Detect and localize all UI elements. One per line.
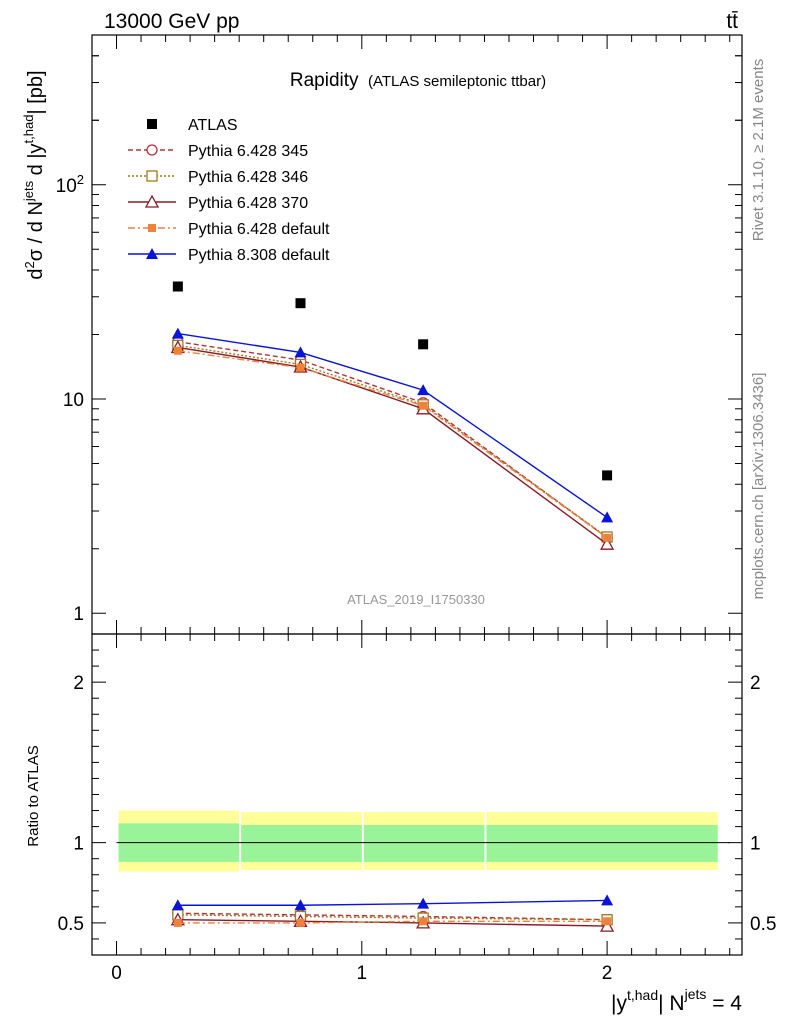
main-y-tick-label: 10 — [63, 390, 84, 411]
rivet-label: Rivet 3.1.10, ≥ 2.1M events — [750, 59, 767, 242]
main-y-axis-label: d2σ / d Njets d |yt,had| [pb] — [21, 70, 47, 279]
series-line — [177, 346, 608, 545]
ratio-y-tick-label: 2 — [73, 673, 84, 694]
ratio-series-line — [177, 912, 608, 921]
x-tick-label: 1 — [357, 963, 368, 984]
ratio-panel: 0 1 2 0.5 0.5 1 1 2 2 — [58, 633, 776, 984]
marker-square-filled — [603, 533, 612, 542]
legend-label: Pythia 6.428 default — [188, 221, 330, 238]
marker-triangle-filled — [417, 897, 430, 909]
ratio-series-pythia-6-428-default — [173, 917, 612, 927]
ratio-series-line — [177, 920, 608, 924]
marker-square — [146, 170, 158, 182]
chart-title: Rapidity — [290, 70, 359, 91]
marker-square-filled — [603, 917, 612, 926]
legend-item-pythia-8-308-default: Pythia 8.308 default — [128, 247, 330, 264]
marker-square-filled — [419, 917, 428, 926]
marker-triangle-filled — [601, 511, 614, 523]
marker-triangle — [599, 918, 615, 932]
mcplots-label: mcplots.cern.ch [arXiv:1306.3436] — [750, 373, 767, 600]
legend: ATLAS Pythia 6.428 345 Pythia 6.428 346 Pyt… — [128, 117, 330, 264]
ratio-y-tick-label-right: 1 — [750, 834, 761, 855]
marker-data — [147, 119, 157, 129]
legend-label: ATLAS — [188, 117, 238, 134]
marker-data — [418, 339, 429, 350]
legend-item-atlas: ATLAS — [147, 117, 238, 134]
marker-triangle-filled — [146, 248, 158, 259]
marker-data — [602, 470, 613, 481]
marker-square-filled — [296, 918, 305, 927]
marker-triangle-filled — [294, 899, 307, 911]
analysis-id: ATLAS_2019_I1750330 — [347, 592, 485, 607]
marker-triangle-filled — [601, 894, 614, 906]
series-pythia-6-428-345 — [172, 336, 613, 544]
marker-triangle-filled — [417, 384, 430, 396]
ratio-y-tick-label: 1 — [73, 834, 84, 855]
legend-label: Pythia 6.428 370 — [188, 195, 308, 212]
marker-triangle-filled — [171, 327, 184, 339]
x-axis-label: |yt,had| Njets = 4 — [611, 986, 742, 1015]
ratio-y-axis-label: Ratio to ATLAS — [25, 745, 42, 846]
ratio-y-tick-label: 0.5 — [58, 914, 84, 935]
x-tick-label: 0 — [111, 963, 122, 984]
series-pythia-8-308-default — [171, 327, 614, 523]
ratio-uncertainty-bands — [118, 810, 718, 872]
legend-item-pythia-6-428-default: Pythia 6.428 default — [128, 221, 330, 238]
process-label: tt̄ — [726, 10, 738, 33]
main-y-tick-exponent: 2 — [77, 172, 84, 187]
legend-label: Pythia 8.308 default — [188, 247, 330, 264]
main-panel: 1 10 102 — [56, 34, 743, 635]
marker-square-filled — [173, 918, 182, 927]
main-y-tick-label: 102 — [56, 172, 84, 197]
series-line — [177, 332, 608, 519]
marker-triangle-filled — [171, 899, 184, 911]
series-line — [177, 344, 608, 538]
energy-label: 13000 GeV pp — [104, 10, 239, 33]
marker-triangle-filled — [294, 346, 307, 358]
x-tick-label: 2 — [602, 963, 613, 984]
series-pythia-6-428-370 — [170, 340, 615, 550]
marker-triangle — [599, 536, 615, 550]
legend-label: Pythia 6.428 345 — [188, 143, 308, 160]
ratio-series-line — [177, 899, 608, 906]
series-line — [177, 341, 608, 539]
marker-triangle — [144, 194, 160, 208]
ratio-band-inner — [241, 824, 362, 862]
main-y-tick-label: 1 — [73, 604, 84, 625]
chart-subtitle: (ATLAS semileptonic ttbar) — [368, 73, 546, 90]
ratio-series-pythia-8-308-default — [171, 894, 614, 911]
series-layer — [170, 281, 615, 550]
marker-circle — [146, 144, 158, 156]
marker-data — [172, 281, 183, 292]
ratio-y-tick-label-right: 0.5 — [750, 914, 776, 935]
series-atlas-data — [172, 281, 613, 481]
ratio-band-inner — [363, 824, 485, 862]
series-pythia-6-428-default — [173, 346, 612, 542]
series-line — [177, 350, 608, 539]
marker-square-filled — [173, 346, 182, 355]
legend-item-pythia-6-428-370: Pythia 6.428 370 — [128, 194, 308, 212]
ratio-series-layer — [170, 894, 615, 932]
legend-item-pythia-6-428-345: Pythia 6.428 345 — [128, 143, 308, 160]
ratio-series-line — [177, 914, 608, 921]
ratio-panel-frame — [91, 633, 743, 956]
legend-item-pythia-6-428-346: Pythia 6.428 346 — [128, 169, 308, 186]
marker-data — [295, 298, 306, 309]
legend-label: Pythia 6.428 346 — [188, 169, 308, 186]
ratio-y-tick-label-right: 2 — [750, 673, 761, 694]
marker-square-filled — [419, 401, 428, 410]
chart-title-line: Rapidity (ATLAS semileptonic ttbar) — [290, 70, 546, 91]
series-pythia-6-428-346 — [172, 339, 613, 543]
marker-square-filled — [148, 224, 156, 232]
ratio-band-inner — [486, 824, 718, 862]
marker-square-filled — [296, 363, 305, 372]
